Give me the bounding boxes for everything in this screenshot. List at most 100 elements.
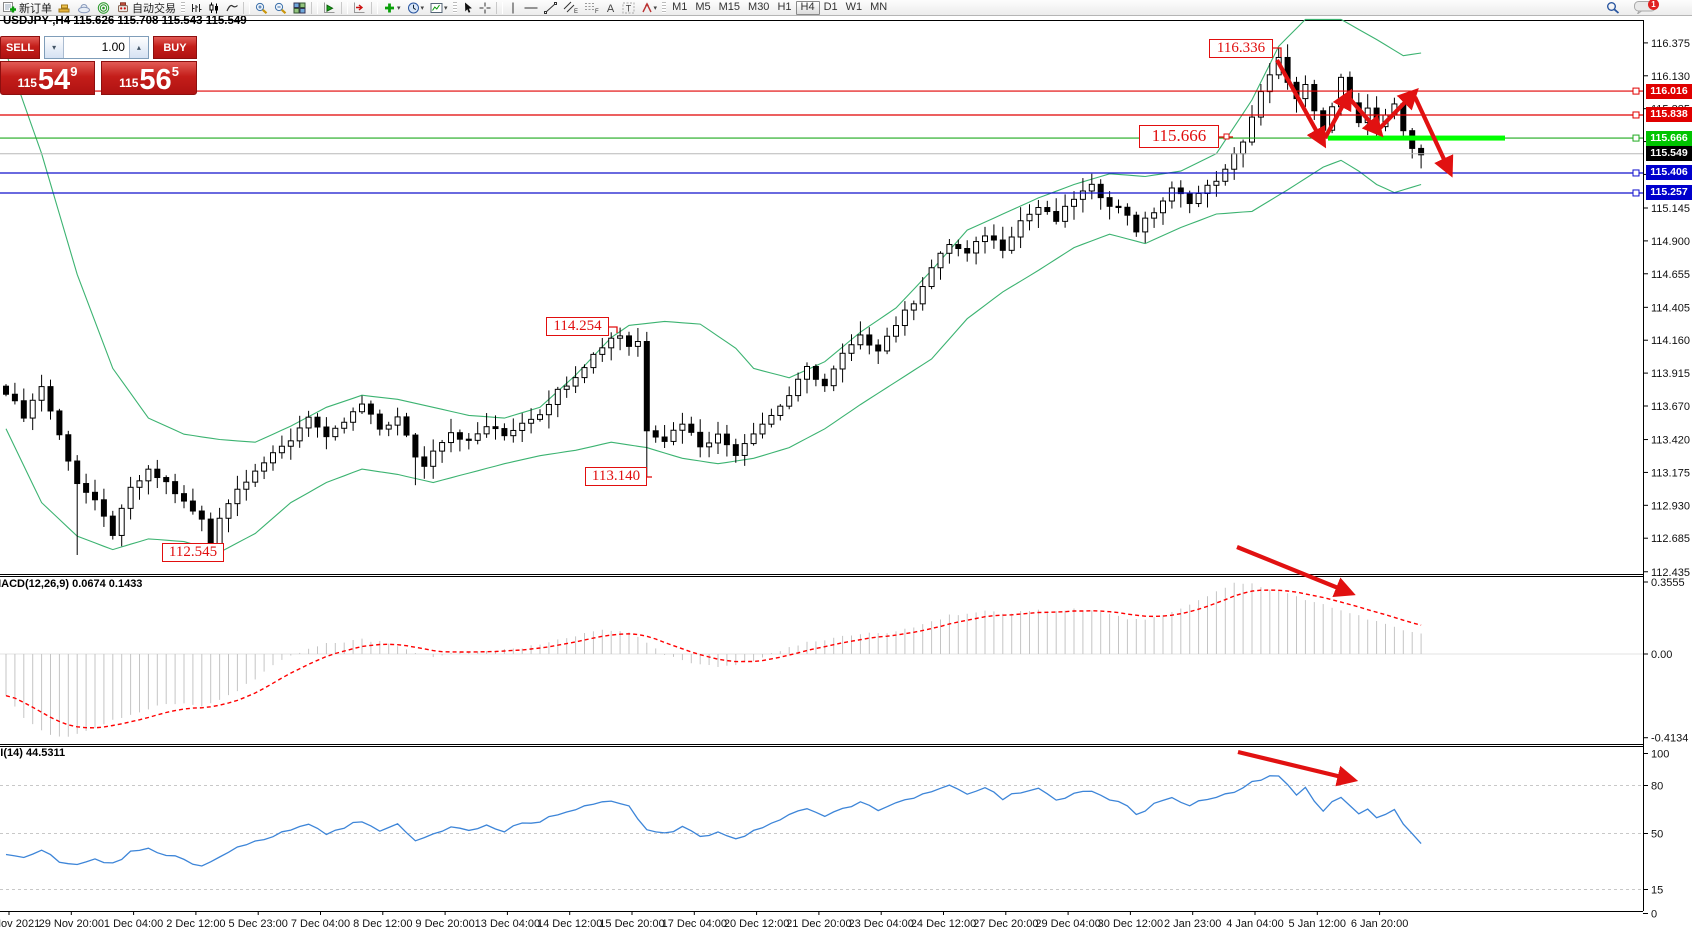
price-tick: 114.900 (1651, 236, 1690, 248)
ask-price-button[interactable]: 115 56 5 (101, 61, 197, 95)
chart-title: USDJPY-,H4 115.626 115.708 115.543 115.5… (3, 15, 247, 27)
search-icon[interactable] (1606, 1, 1620, 14)
chat-icon[interactable]: 1 (1634, 0, 1659, 14)
cloud-button[interactable] (74, 1, 94, 15)
toolbar-separator (452, 2, 457, 13)
price-tick: 114.405 (1651, 302, 1690, 314)
price-tick: 113.175 (1651, 467, 1690, 479)
price-badge-115.666: 115.666 (1646, 130, 1692, 146)
market-watch-button[interactable] (55, 1, 74, 15)
time-label: 15 Dec 20:00 (599, 918, 664, 930)
ask-big-digits: 56 (139, 64, 172, 96)
vertical-line-button[interactable] (505, 1, 521, 15)
svg-text:F: F (595, 9, 599, 14)
price-tick: 112.435 (1651, 567, 1690, 579)
svg-text:T: T (625, 3, 631, 13)
autotrade-icon (116, 1, 130, 14)
line-chart-button[interactable] (223, 1, 241, 15)
volume-decrease-button[interactable] (45, 37, 65, 58)
price-badge-115.406: 115.406 (1646, 165, 1692, 181)
price-tick: 114.160 (1651, 335, 1690, 347)
price-label-116.336[interactable]: 116.336 (1209, 39, 1273, 58)
timeframe-D1[interactable]: D1 (823, 0, 838, 13)
price-label-113.140[interactable]: 113.140 (585, 467, 647, 486)
price-tick: 116.375 (1651, 38, 1690, 50)
new-order-button[interactable]: 新订单 (0, 1, 55, 15)
toolbar-separator (243, 1, 250, 14)
timeframe-M30[interactable]: M30 (748, 0, 770, 13)
timeframe-MN[interactable]: MN (870, 0, 888, 13)
candle-chart-button[interactable] (205, 1, 223, 15)
label-button[interactable]: T (619, 1, 638, 15)
candles (3, 44, 1425, 562)
macd-tick: 0.00 (1651, 649, 1672, 661)
bar-chart-icon (190, 2, 202, 14)
new-order-label: 新订单 (19, 2, 52, 15)
volume-input[interactable]: 1.00 (64, 37, 129, 58)
line-handle (1632, 189, 1640, 197)
bar-chart-button[interactable] (187, 1, 205, 15)
timeframe-W1[interactable]: W1 (845, 0, 863, 13)
zoom-out-button[interactable] (271, 1, 290, 15)
trend-arrows[interactable] (1236, 58, 1454, 787)
fibonacci-button[interactable]: F (581, 1, 602, 15)
svg-text:E: E (574, 9, 578, 14)
bollinger-bands (5, 18, 1422, 553)
toolbar-separator (495, 1, 503, 14)
price-tick: 115.145 (1651, 203, 1690, 215)
zoom-in-button[interactable] (252, 1, 271, 15)
line-handle (1632, 111, 1640, 119)
buy-button[interactable]: BUY (152, 36, 197, 59)
timeframe-M1[interactable]: M1 (672, 0, 688, 13)
line-handle (1632, 169, 1640, 177)
bid-price-button[interactable]: 115 54 9 (0, 61, 95, 95)
chart-shift-button[interactable] (350, 1, 369, 15)
time-label: 2 Jan 23:00 (1164, 918, 1222, 930)
rsi-tick: 50 (1651, 829, 1663, 841)
arrows-tool-button[interactable] (638, 1, 661, 15)
price-label-115.666[interactable]: 115.666 (1139, 125, 1219, 148)
volume-increase-button[interactable] (128, 37, 148, 58)
horizontal-line-button[interactable] (521, 1, 541, 15)
arrows-icon (641, 1, 653, 14)
trend-arrow (1237, 749, 1359, 787)
templates-button[interactable] (427, 1, 451, 15)
vertical-line-icon (508, 2, 518, 14)
line-handle (1632, 134, 1640, 142)
toolbar-separator (371, 1, 378, 14)
indicators-icon (383, 2, 396, 14)
sell-button[interactable]: SELL (0, 36, 41, 59)
rsi-panel (0, 775, 1643, 890)
trendline-button[interactable] (541, 1, 560, 15)
gold-icon (58, 2, 71, 14)
axis-labels[interactable]: 116.375116.130115.885115.640115.395115.1… (0, 38, 1690, 930)
tile-windows-button[interactable] (290, 1, 309, 15)
timeframe-H4[interactable]: H4 (795, 0, 820, 15)
time-label: 2 Dec 12:00 (166, 918, 225, 930)
trend-arrow (1236, 545, 1356, 597)
price-label-114.254[interactable]: 114.254 (546, 317, 609, 336)
fibonacci-icon: F (584, 1, 599, 14)
time-label: 4 Jan 04:00 (1226, 918, 1284, 930)
cursor-button[interactable] (459, 1, 476, 15)
timeframe-M15[interactable]: M15 (718, 0, 741, 13)
timeframe-M5[interactable]: M5 (695, 0, 711, 13)
thick-support-line (1328, 135, 1505, 141)
text-button[interactable]: A (602, 1, 619, 15)
autotrading-button[interactable]: 自动交易 (113, 1, 179, 15)
trend-arrow (1323, 88, 1353, 140)
indicators-button[interactable] (380, 1, 404, 15)
channel-button[interactable]: E (560, 1, 581, 15)
toolbar-separator (341, 1, 348, 14)
crosshair-button[interactable] (476, 1, 494, 15)
signals-button[interactable] (94, 1, 113, 15)
timeframe-H1[interactable]: H1 (777, 0, 792, 13)
time-label: 5 Jan 12:00 (1289, 918, 1347, 930)
horizontal-line-icon (524, 2, 538, 14)
auto-scroll-button[interactable] (320, 1, 339, 15)
price-label-112.545[interactable]: 112.545 (162, 543, 224, 562)
timeframe-bar: M1 M5 M15 M30 H1 H4 D1 W1 MN (668, 0, 891, 15)
periods-button[interactable] (404, 1, 428, 15)
rsi-tick: 80 (1651, 781, 1663, 793)
